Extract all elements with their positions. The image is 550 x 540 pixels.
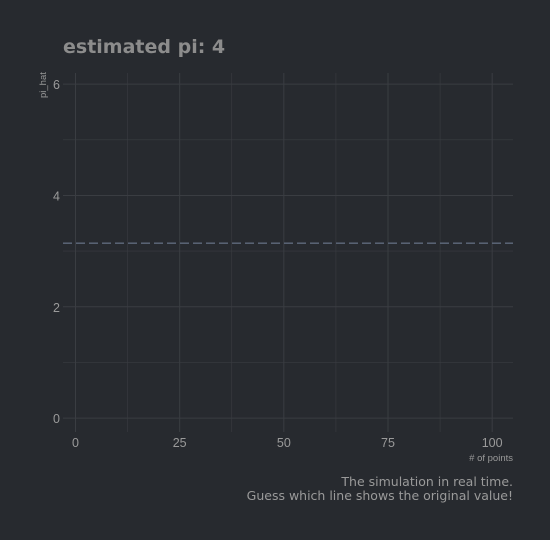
y-tick-label: 0 [53,412,60,426]
x-tick-label: 100 [482,436,503,450]
x-tick-label: 50 [277,436,291,450]
chart-title: estimated pi: 4 [63,36,225,58]
y-tick-label: 6 [53,78,60,92]
caption-line-1: The simulation in real time. [340,474,513,489]
y-axis-title: pi_hat [38,72,49,98]
x-tick-label: 25 [173,436,187,450]
y-tick-label: 4 [53,189,60,203]
tick-labels: 0 25 50 75 100 0 2 4 6 [53,78,503,450]
x-axis-title: # of points [469,453,513,464]
x-tick-label: 0 [72,436,79,450]
x-tick-label: 75 [381,436,395,450]
caption-line-2: Guess which line shows the original valu… [247,488,513,503]
grid [63,73,513,432]
y-tick-label: 2 [53,301,60,315]
